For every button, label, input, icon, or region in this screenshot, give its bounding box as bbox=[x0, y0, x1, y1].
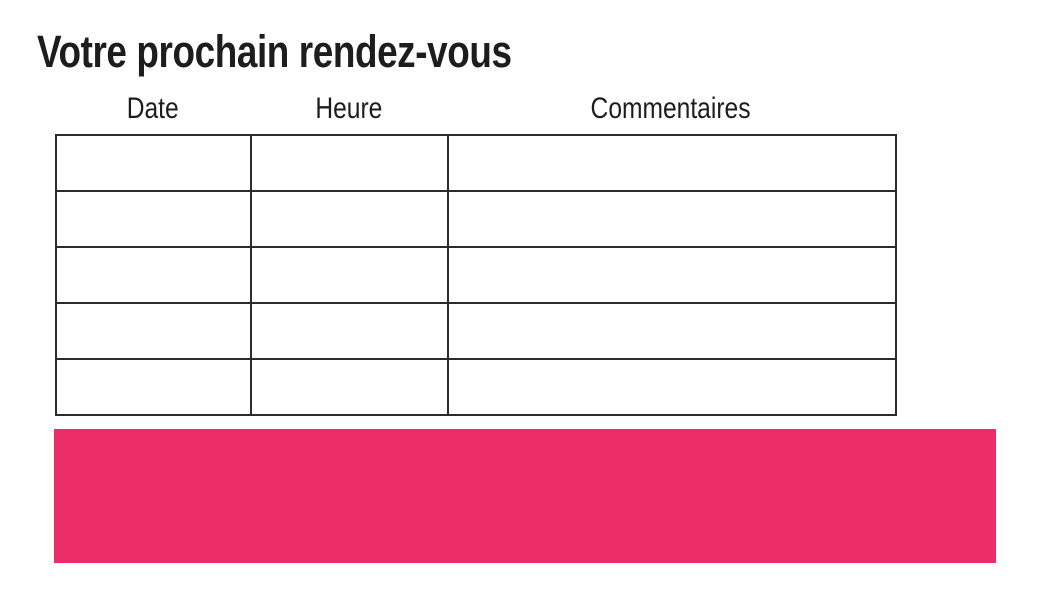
appointments-table bbox=[55, 134, 897, 416]
highlight-banner bbox=[54, 429, 996, 563]
appointments-table-body bbox=[55, 134, 897, 416]
table-cell bbox=[447, 134, 897, 192]
table-cell bbox=[447, 246, 897, 304]
table-cell bbox=[55, 246, 252, 304]
table-row bbox=[55, 302, 897, 360]
table-cell bbox=[250, 134, 449, 192]
table-cell bbox=[55, 134, 252, 192]
table-row bbox=[55, 190, 897, 248]
table-cell bbox=[447, 302, 897, 360]
table-cell bbox=[55, 358, 252, 416]
table-row bbox=[55, 358, 897, 416]
column-header-commentaires: Commentaires bbox=[591, 92, 751, 125]
table-cell bbox=[55, 302, 252, 360]
table-cell bbox=[250, 190, 449, 248]
table-row bbox=[55, 246, 897, 304]
column-header-date: Date bbox=[126, 92, 179, 125]
table-cell bbox=[447, 358, 897, 416]
table-column-headers: Date Heure Commentaires bbox=[55, 92, 895, 126]
table-cell bbox=[250, 302, 449, 360]
table-cell bbox=[55, 190, 252, 248]
table-cell bbox=[250, 246, 449, 304]
table-row bbox=[55, 134, 897, 192]
column-header-heure: Heure bbox=[314, 92, 383, 125]
table-cell bbox=[447, 190, 897, 248]
page-title: Votre prochain rendez-vous bbox=[37, 26, 616, 78]
page-title-text: Votre prochain rendez-vous bbox=[37, 26, 512, 77]
table-cell bbox=[250, 358, 449, 416]
